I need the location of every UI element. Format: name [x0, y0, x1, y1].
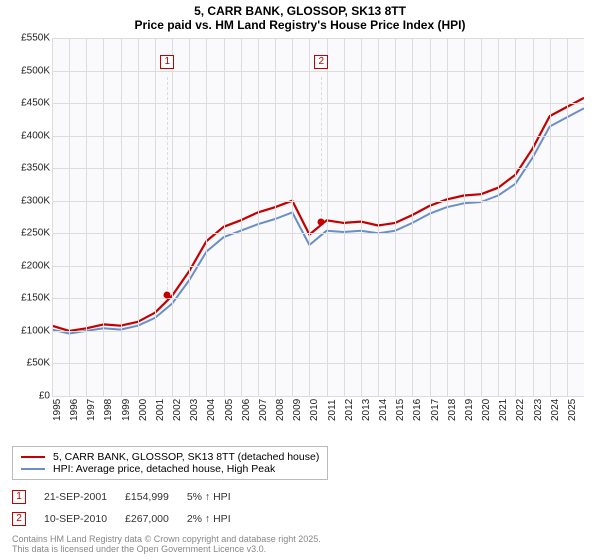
legend-swatch [21, 468, 45, 470]
marker-box: 1 [160, 55, 174, 69]
x-axis-label: 2015 [395, 399, 406, 421]
x-axis-label: 1999 [121, 399, 132, 421]
x-axis-label: 2019 [464, 399, 475, 421]
x-axis-label: 1997 [86, 399, 97, 421]
events-table: 1 21-SEP-2001 £154,999 5% ↑ HPI 2 10-SEP… [12, 486, 588, 530]
x-axis-label: 2004 [206, 399, 217, 421]
x-axis-label: 2017 [430, 399, 441, 421]
x-axis-label: 2011 [327, 399, 338, 421]
event-date: 21-SEP-2001 [44, 486, 125, 508]
x-axis-label: 2014 [378, 399, 389, 421]
x-axis-label: 2010 [309, 399, 320, 421]
x-axis-label: 1996 [69, 399, 80, 421]
marker-box: 2 [314, 55, 328, 69]
attribution-line: Contains HM Land Registry data © Crown c… [12, 534, 588, 544]
event-value: £154,999 [125, 486, 187, 508]
x-axis-label: 1995 [52, 399, 63, 421]
legend-label: 5, CARR BANK, GLOSSOP, SK13 8TT (detache… [53, 451, 319, 463]
series-line-property [52, 98, 584, 331]
y-axis-label: £300K [12, 195, 50, 206]
event-marker-icon: 2 [12, 512, 26, 526]
legend-item: 5, CARR BANK, GLOSSOP, SK13 8TT (detache… [21, 451, 319, 463]
x-axis-label: 2000 [138, 399, 149, 421]
y-axis-label: £0 [12, 391, 50, 402]
x-axis-label: 2018 [447, 399, 458, 421]
event-rel: 2% ↑ HPI [187, 508, 249, 530]
x-axis-label: 2007 [258, 399, 269, 421]
event-rel: 5% ↑ HPI [187, 486, 249, 508]
legend-box: 5, CARR BANK, GLOSSOP, SK13 8TT (detache… [12, 446, 328, 480]
x-axis-label: 1998 [103, 399, 114, 421]
chart-title-block: 5, CARR BANK, GLOSSOP, SK13 8TT Price pa… [0, 0, 600, 32]
event-marker-icon: 1 [12, 490, 26, 504]
x-axis-label: 2016 [412, 399, 423, 421]
title-address: 5, CARR BANK, GLOSSOP, SK13 8TT [0, 4, 600, 18]
marker-dot [318, 219, 325, 226]
y-axis-label: £250K [12, 228, 50, 239]
event-date: 10-SEP-2010 [44, 508, 125, 530]
event-row: 1 21-SEP-2001 £154,999 5% ↑ HPI [12, 486, 249, 508]
x-axis-label: 2022 [515, 399, 526, 421]
event-value: £267,000 [125, 508, 187, 530]
y-axis-label: £550K [12, 33, 50, 44]
y-axis-label: £350K [12, 163, 50, 174]
x-axis-label: 2005 [224, 399, 235, 421]
y-axis-label: £150K [12, 293, 50, 304]
x-axis-label: 2008 [275, 399, 286, 421]
attribution-line: This data is licensed under the Open Gov… [12, 544, 588, 554]
x-axis-label: 2009 [292, 399, 303, 421]
plot-area: £0£50K£100K£150K£200K£250K£300K£350K£400… [52, 38, 584, 396]
y-axis-label: £450K [12, 98, 50, 109]
x-axis-label: 2025 [567, 399, 578, 421]
x-axis-label: 2003 [189, 399, 200, 421]
marker-dot [164, 292, 171, 299]
x-axis-label: 2006 [241, 399, 252, 421]
x-axis-label: 2021 [498, 399, 509, 421]
series-svg [52, 38, 584, 396]
y-axis-label: £200K [12, 260, 50, 271]
x-axis-label: 2012 [344, 399, 355, 421]
legend-item: HPI: Average price, detached house, High… [21, 463, 319, 475]
title-subtitle: Price paid vs. HM Land Registry's House … [0, 18, 600, 32]
y-axis-label: £100K [12, 325, 50, 336]
y-axis-label: £500K [12, 65, 50, 76]
x-axis-label: 2001 [155, 399, 166, 421]
attribution-text: Contains HM Land Registry data © Crown c… [12, 534, 588, 554]
x-axis-label: 2013 [361, 399, 372, 421]
x-axis-label: 2002 [172, 399, 183, 421]
legend-label: HPI: Average price, detached house, High… [53, 463, 275, 475]
x-axis-label: 2020 [481, 399, 492, 421]
legend-swatch [21, 456, 45, 458]
y-axis-label: £50K [12, 358, 50, 369]
x-axis-label: 2024 [550, 399, 561, 421]
event-row: 2 10-SEP-2010 £267,000 2% ↑ HPI [12, 508, 249, 530]
y-axis-label: £400K [12, 130, 50, 141]
chart-container: £0 £50K £100K £150K £200K £250K £300K £350K £400… [12, 38, 588, 418]
x-axis-label: 2023 [533, 399, 544, 421]
